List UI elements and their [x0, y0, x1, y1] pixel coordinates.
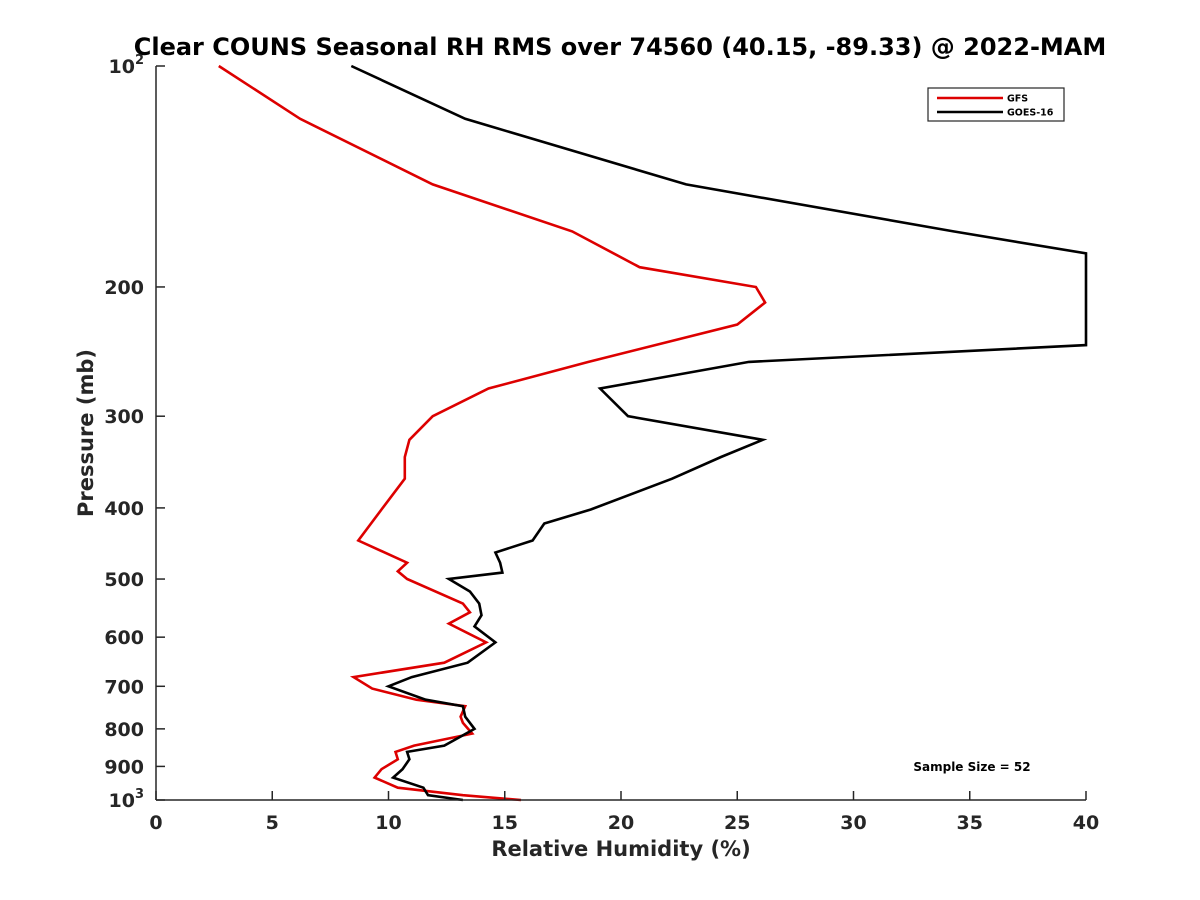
x-tick-label-0: 0	[149, 812, 162, 834]
legend: GFS GOES-16	[927, 87, 1065, 122]
x-tick-label-5: 5	[266, 812, 279, 834]
plot-background	[156, 66, 1086, 800]
y-tick-label-400: 400	[104, 498, 144, 520]
y-tick-label-700: 700	[104, 676, 144, 698]
legend-label-gfs: GFS	[1007, 94, 1028, 105]
plot-area	[155, 64, 1088, 802]
y-tick-label-500: 500	[104, 569, 144, 591]
series-line-goes-16	[350, 64, 1088, 802]
legend-box	[927, 87, 1065, 122]
chart-title: Clear COUNS Seasonal RH RMS over 74560 (…	[134, 33, 1107, 61]
x-axis-label: Relative Humidity (%)	[491, 837, 750, 861]
x-tick-label-35: 35	[957, 812, 983, 834]
series-layer	[218, 64, 1088, 802]
y-axis-label: Pressure (mb)	[74, 349, 98, 517]
y-tick-label-200: 200	[104, 277, 144, 299]
x-tick-label-20: 20	[608, 812, 634, 834]
x-tick-label-40: 40	[1073, 812, 1099, 834]
y-tick-label-800: 800	[104, 719, 144, 741]
x-axis-ticks: 0 5 10 15 20 25 30 35 40	[149, 791, 1099, 834]
x-tick-label-15: 15	[492, 812, 518, 834]
x-tick-label-10: 10	[375, 812, 401, 834]
x-tick-label-30: 30	[840, 812, 866, 834]
sample-size-annotation: Sample Size = 52	[913, 760, 1030, 774]
x-tick-label-25: 25	[724, 812, 750, 834]
series-line-gfs	[218, 64, 767, 802]
y-tick-label-300: 300	[104, 406, 144, 428]
y-tick-label-1000: 103	[109, 787, 145, 812]
y-tick-label-600: 600	[104, 627, 144, 649]
y-tick-label-900: 900	[104, 756, 144, 778]
y-axis-ticks: 102 200 300 400 500 600 700 800 900 103	[104, 53, 165, 812]
y-tick-label-100: 102	[109, 53, 145, 78]
legend-label-goes-16: GOES-16	[1007, 108, 1054, 119]
